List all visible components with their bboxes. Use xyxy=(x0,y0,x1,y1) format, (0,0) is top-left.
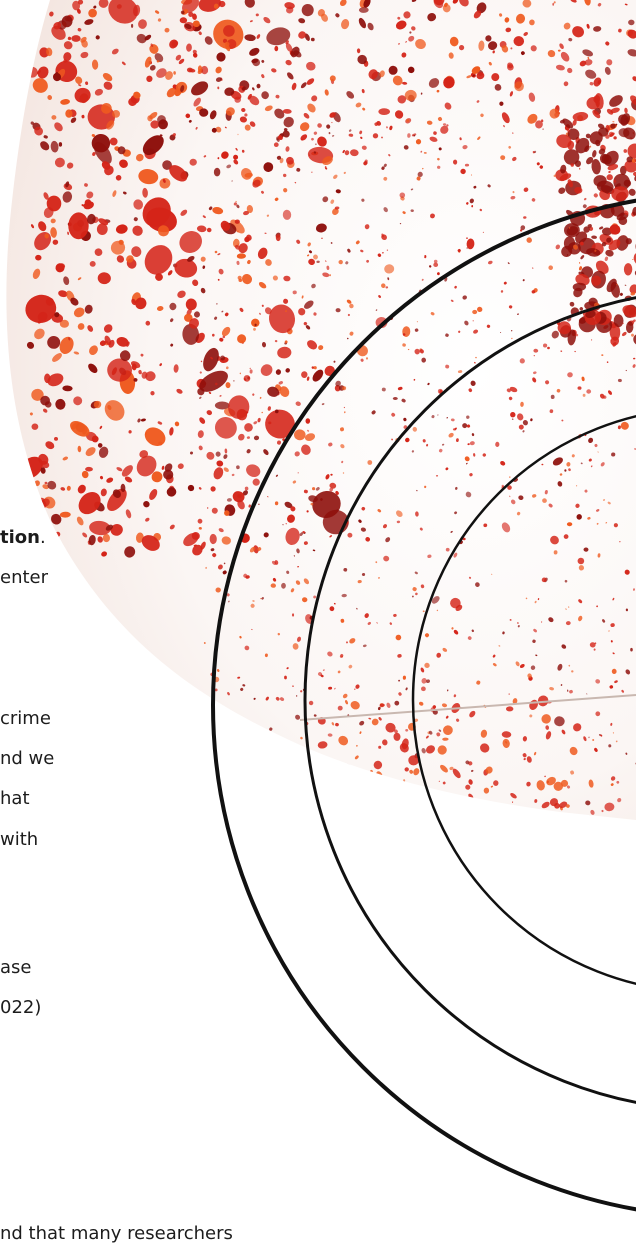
body-text-line-6: with xyxy=(0,827,38,853)
body-text-line-9: nd that many researchers xyxy=(0,1221,233,1247)
body-text-line-1: tion. xyxy=(0,525,46,551)
period-fragment: . xyxy=(40,527,46,548)
bold-fragment: tion xyxy=(0,527,40,548)
body-text-line-5: hat xyxy=(0,786,30,812)
body-text-line-8: 022) xyxy=(0,995,41,1021)
body-text-line-2: enter xyxy=(0,565,48,591)
body-text-line-3: crime xyxy=(0,706,51,732)
splatter-disc xyxy=(0,0,636,830)
body-text-line-4: nd we xyxy=(0,746,54,772)
body-text-line-7: ase xyxy=(0,955,31,981)
